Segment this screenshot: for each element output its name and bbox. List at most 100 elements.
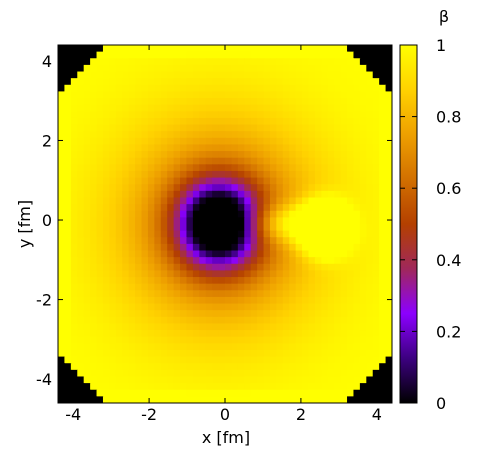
heatmap-cell — [115, 369, 123, 378]
heatmap-cell — [192, 263, 200, 272]
heatmap-cell — [90, 224, 98, 232]
heatmap-cell — [321, 210, 329, 218]
heatmap-cell — [83, 243, 91, 252]
heatmap-cell — [366, 369, 374, 378]
heatmap-cell — [64, 243, 72, 252]
heatmap-cell — [122, 323, 130, 331]
heatmap-cell — [269, 237, 277, 245]
heatmap-cell — [314, 78, 322, 86]
heatmap-cell — [340, 131, 348, 139]
heatmap-cell — [102, 277, 110, 285]
heatmap-cell — [83, 197, 91, 205]
heatmap-cell — [225, 45, 233, 53]
heatmap-cell — [199, 197, 207, 205]
heatmap-cell — [154, 230, 162, 238]
heatmap-cell — [205, 157, 213, 165]
heatmap-cell — [385, 45, 392, 53]
heatmap-cell — [385, 64, 392, 73]
heatmap-cell — [77, 64, 85, 73]
heatmap-cell — [199, 98, 207, 106]
heatmap-cell — [141, 237, 149, 245]
heatmap-cell — [225, 164, 233, 172]
heatmap-cell — [327, 131, 335, 139]
heatmap-cell — [295, 376, 303, 384]
heatmap-cell — [90, 137, 98, 146]
heatmap-cell — [70, 111, 78, 119]
heatmap-cell — [334, 389, 342, 397]
heatmap-cell — [334, 151, 342, 159]
heatmap-cell — [244, 243, 252, 252]
heatmap-cell — [327, 277, 335, 285]
heatmap-cell — [237, 98, 245, 106]
heatmap-cell — [160, 210, 168, 218]
heatmap-cell — [295, 190, 303, 199]
heatmap-cell — [141, 343, 149, 351]
colorbar-tick-label: 0 — [436, 394, 446, 413]
heatmap-cell — [372, 336, 380, 344]
heatmap-cell — [314, 45, 322, 53]
heatmap-cell — [302, 296, 310, 305]
heatmap-cell — [122, 111, 130, 119]
heatmap-cell — [385, 250, 392, 258]
heatmap-cell — [244, 349, 252, 358]
heatmap-cell — [218, 84, 226, 93]
heatmap-cell — [257, 349, 265, 358]
heatmap-cell — [122, 170, 130, 179]
heatmap-cell — [147, 78, 155, 86]
heatmap-cell — [314, 257, 322, 265]
heatmap-cell — [289, 71, 297, 79]
heatmap-cell — [160, 310, 168, 318]
heatmap-cell — [366, 303, 374, 311]
colorbar — [399, 44, 418, 404]
heatmap-cell — [186, 217, 194, 225]
heatmap-cell — [192, 296, 200, 305]
heatmap-cell — [379, 151, 387, 159]
heatmap-cell — [225, 170, 233, 179]
heatmap-cell — [263, 137, 271, 146]
heatmap-cell — [205, 197, 213, 205]
heatmap-cell — [128, 137, 136, 146]
heatmap-cell — [282, 45, 290, 53]
heatmap-cell — [141, 376, 149, 384]
heatmap-cell — [269, 151, 277, 159]
heatmap-cell — [231, 230, 239, 238]
heatmap-cell — [102, 184, 110, 192]
heatmap-cell — [70, 117, 78, 126]
heatmap-cell — [289, 230, 297, 238]
heatmap-cell — [231, 243, 239, 252]
heatmap-cell — [340, 197, 348, 205]
heatmap-cell — [302, 131, 310, 139]
heatmap-cell — [327, 157, 335, 165]
heatmap-cell — [244, 383, 252, 391]
heatmap-cell — [302, 270, 310, 278]
heatmap-cell — [102, 270, 110, 278]
heatmap-cell — [257, 330, 265, 338]
heatmap-cell — [109, 124, 117, 132]
heatmap-cell — [199, 170, 207, 179]
heatmap-cell — [269, 303, 277, 311]
heatmap-cell — [160, 243, 168, 252]
heatmap-cell — [353, 190, 361, 199]
heatmap-cell — [192, 117, 200, 126]
heatmap-cell — [180, 396, 188, 403]
heatmap-cell — [340, 184, 348, 192]
heatmap-cell — [244, 277, 252, 285]
heatmap-cell — [167, 124, 175, 132]
heatmap-cell — [96, 64, 104, 73]
heatmap-cell — [180, 389, 188, 397]
heatmap-cell — [321, 336, 329, 344]
heatmap-cell — [135, 330, 143, 338]
heatmap-cell — [353, 369, 361, 378]
heatmap-cell — [359, 177, 367, 185]
heatmap-cell — [269, 224, 277, 232]
heatmap-cell — [70, 389, 78, 397]
heatmap-cell — [308, 98, 316, 106]
heatmap-cell — [218, 117, 226, 126]
heatmap-cell — [372, 197, 380, 205]
heatmap-cell — [302, 389, 310, 397]
heatmap-cell — [64, 184, 72, 192]
heatmap-cell — [58, 296, 66, 305]
heatmap-cell — [308, 124, 316, 132]
heatmap-cell — [218, 64, 226, 73]
heatmap-cell — [372, 51, 380, 59]
